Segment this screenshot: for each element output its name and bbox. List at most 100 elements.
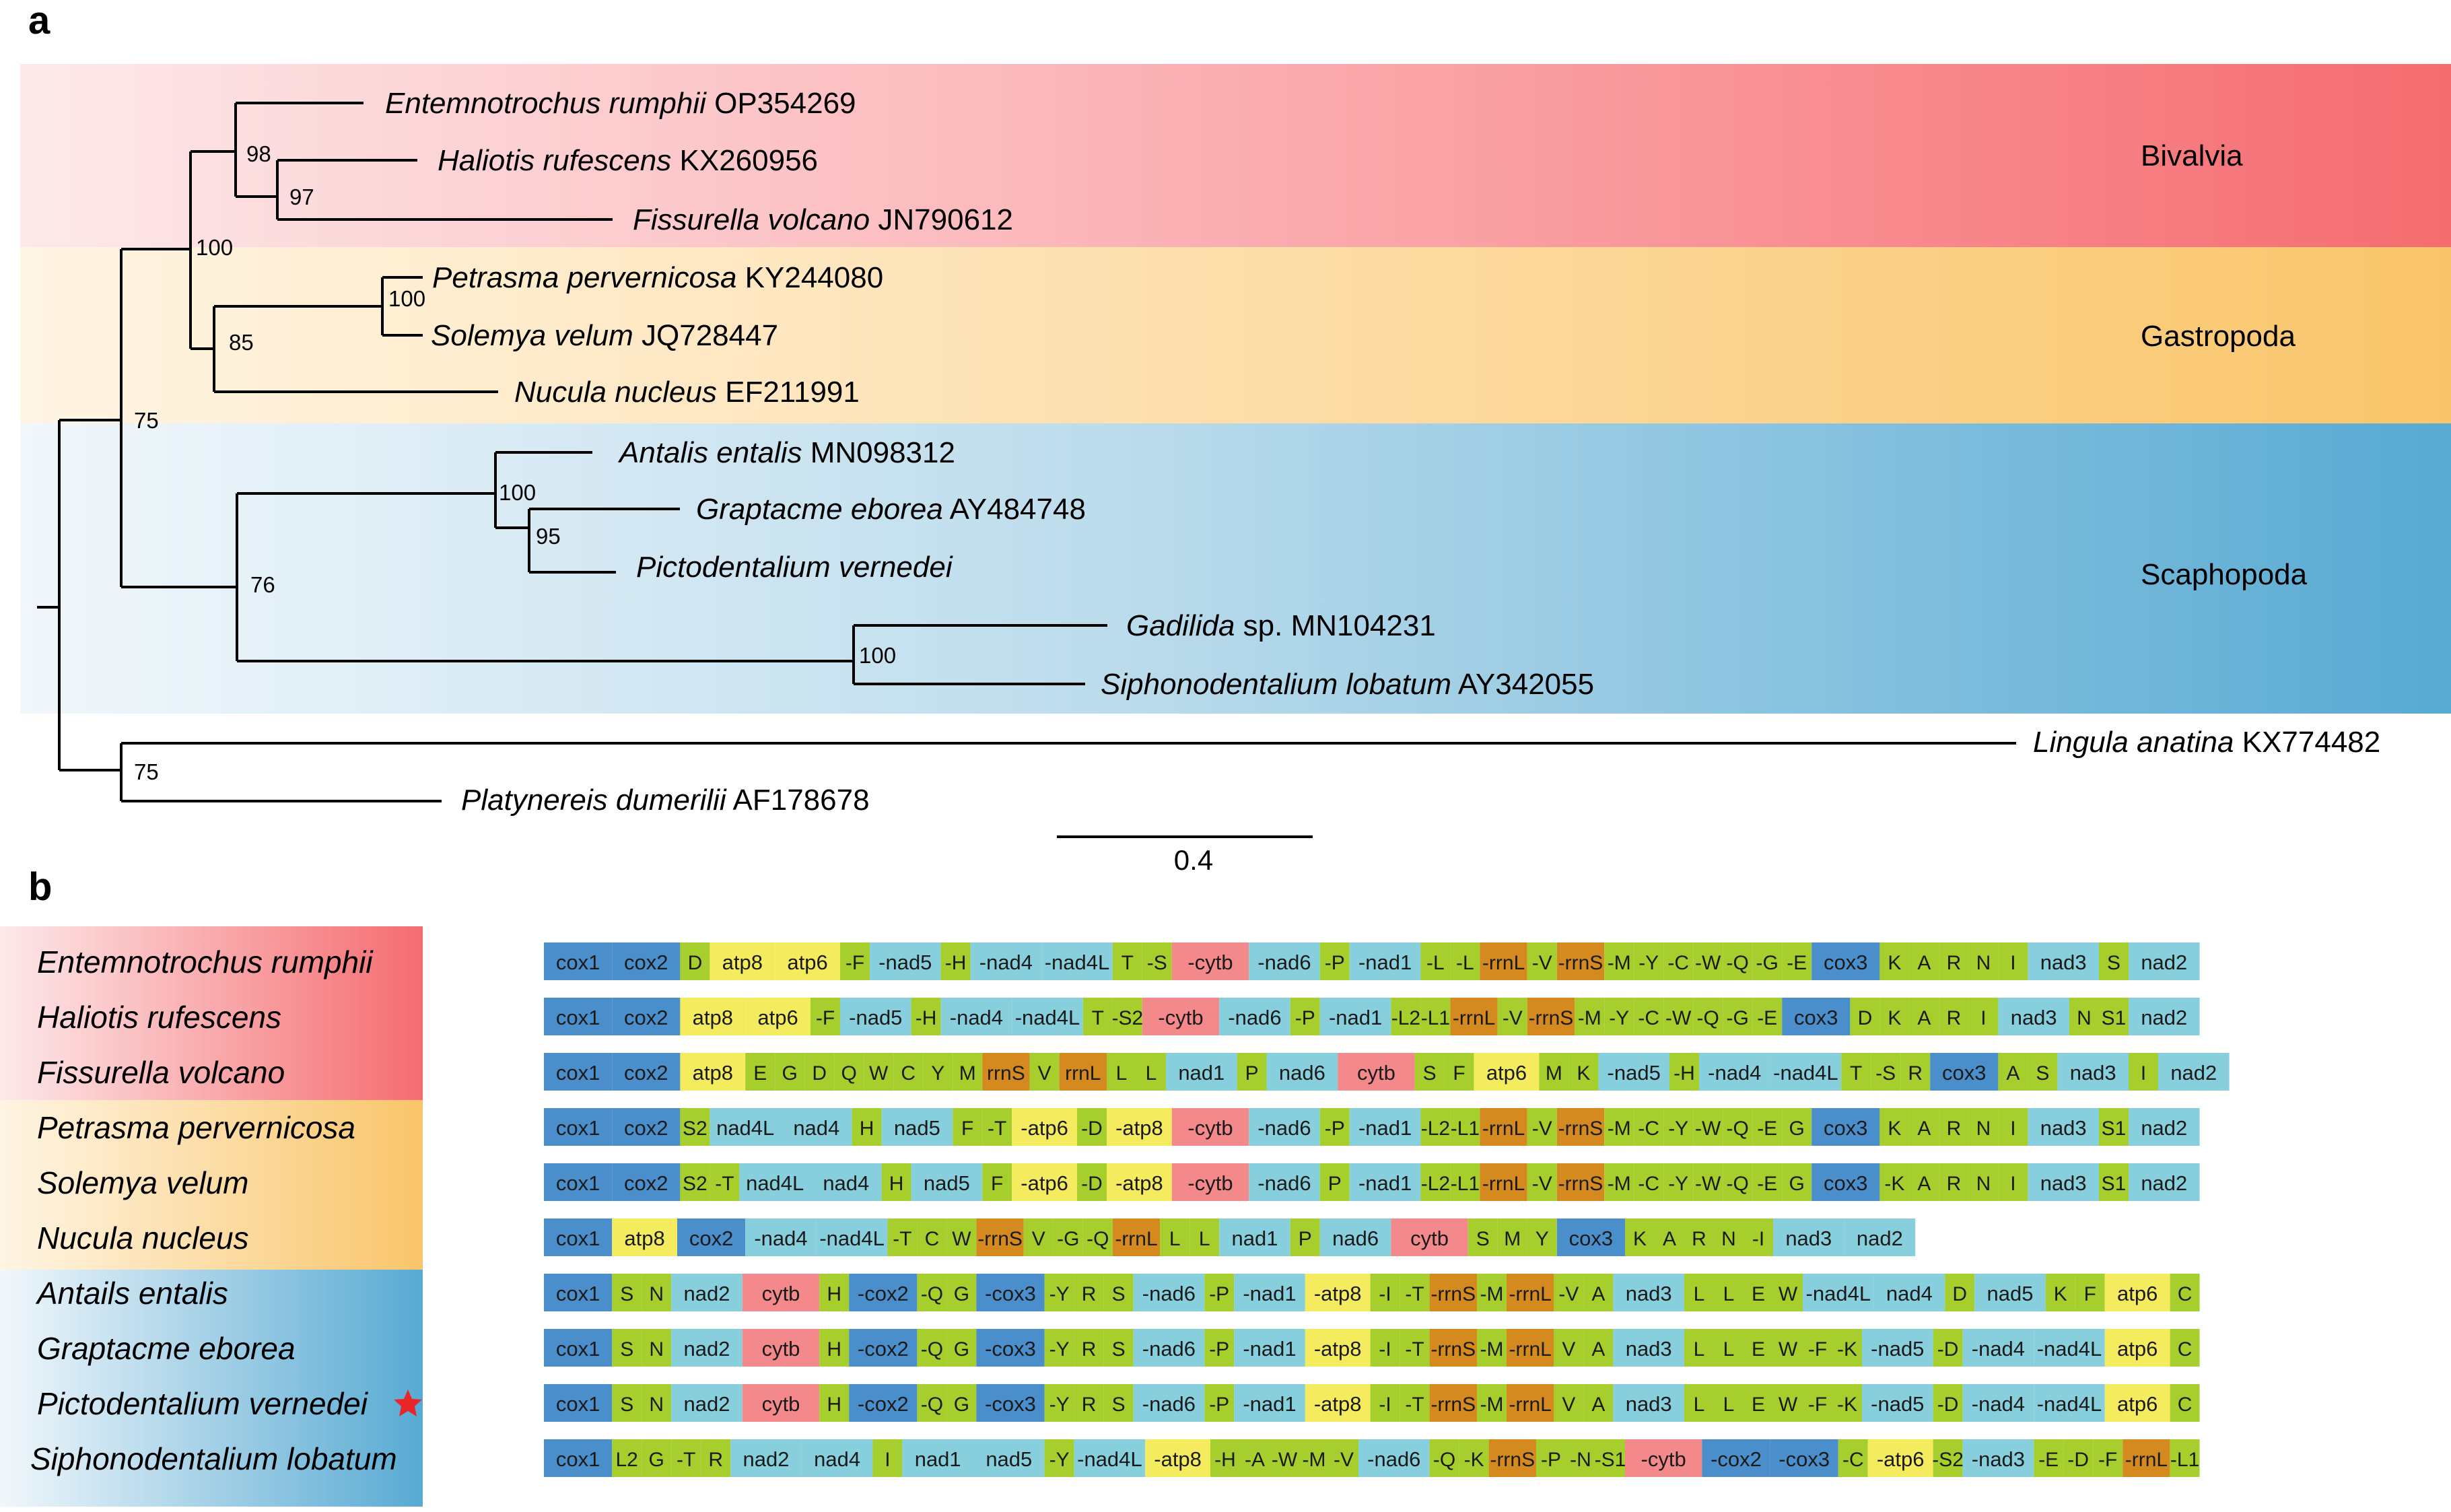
gene-block [1077,1108,1107,1146]
gene-block [810,998,840,1035]
gene-label: nad4L [746,1171,804,1195]
gene-label: -E [1757,1118,1777,1140]
gene-label: cytb [1357,1061,1395,1085]
gene-label: -nad1 [1358,951,1412,974]
gene-label: C [2178,1394,2193,1416]
gene-label: D [812,1062,827,1085]
support-value: 100 [499,480,536,505]
gene-block [1370,1274,1400,1311]
gene-block [1459,1439,1489,1477]
gene-label: R [708,1449,723,1471]
gene-block [881,1108,953,1146]
taxon-labels: Entemnotrochus rumphii OP354269 Haliotis… [385,87,2380,817]
gene-block [1634,1108,1664,1146]
species-name: Pictodentalium vernedei [37,1386,369,1421]
gene-label: T [1121,952,1134,974]
gene-block [1723,998,1753,1035]
gene-block [1429,1439,1459,1477]
gene-block [1044,1384,1074,1422]
gene-label: -rrnL [1115,1228,1157,1250]
gene-label: -W [1665,1007,1692,1029]
gene-label: R [1082,1338,1097,1361]
gene-label: nad4 [793,1116,839,1140]
gene-label: nad2 [2141,951,2187,974]
gene-block [1204,1274,1235,1311]
gene-label: N [1976,1173,1991,1195]
gene-block [1012,1108,1077,1146]
gene-label: Y [1535,1228,1549,1250]
gene-label: -rrnS [1430,1394,1476,1416]
gene-block [1556,1108,1605,1146]
panel-b-label: b [28,865,52,909]
gene-block [710,942,775,980]
gene-block [1744,1274,1773,1311]
gene-block [1773,1274,1803,1311]
gene-block [2034,1384,2105,1422]
gene-label: -C [1667,952,1689,974]
gene-label: -G [1727,1007,1749,1029]
gene-label: -Y [1049,1338,1070,1361]
gene-block [1103,1274,1134,1311]
gene-label: G [782,1062,798,1085]
gene-label: G [954,1283,969,1305]
gene-block [2099,942,2129,980]
gene-label: cox3 [1824,1116,1867,1140]
gene-block [1349,1108,1421,1146]
gene-block [1862,1329,1933,1367]
gene-label: nad3 [1626,1282,1672,1305]
gene-block [1305,1384,1371,1422]
gene-label: -atp8 [1314,1392,1362,1416]
gene-block [2158,1053,2230,1091]
gene-label: -N [1570,1449,1591,1471]
gene-block [1400,1329,1430,1367]
gene-label: R [1908,1062,1923,1085]
gene-label: N [649,1283,664,1305]
taxon-label: Petrasma pervernicosa KY244080 [432,261,883,294]
gene-label: cox3 [1824,1171,1867,1195]
gene-label: -nad4 [1972,1337,2025,1361]
species-name: Siphonodentalium lobatum [30,1441,397,1476]
gene-block [976,1218,1024,1256]
gene-label: -C [1638,1118,1659,1140]
gene-label: A [1917,952,1931,974]
gene-label: L [1116,1062,1128,1085]
gene-block [1400,1274,1430,1311]
gene-label: -I [1752,1228,1764,1250]
clade-label-scaphopoda: Scaphopoda [2141,558,2308,591]
gene-label: V [1562,1394,1575,1416]
gene-block [1598,1053,1669,1091]
taxon-label: Graptacme eborea AY484748 [696,493,1086,526]
gene-block [917,1384,947,1422]
gene-label: -nad1 [1243,1282,1296,1305]
gene-label: R [1082,1394,1097,1416]
gene-block [1189,1218,1220,1256]
gene-label: -nad6 [1228,1006,1281,1029]
gene-block [1358,1439,1430,1477]
gene-block [887,1218,918,1256]
gene-block [1841,1053,1871,1091]
gene-label: -E [1757,1173,1777,1195]
gene-block [1074,1329,1104,1367]
gene-label: W [952,1228,971,1250]
gene-block [1420,998,1451,1035]
gene-label: N [1976,952,1991,974]
gene-block [1939,942,1969,980]
gene-block [1770,1439,1838,1477]
gene-block [1420,1163,1451,1201]
gene-label: -nad1 [1358,1171,1412,1195]
gene-label: Q [841,1062,857,1085]
gene-label: -nad1 [1358,1116,1412,1140]
gene-block [1082,1218,1113,1256]
gene-label: nad1 [915,1447,961,1471]
taxon-label: Haliotis rufescens KX260956 [438,144,818,177]
gene-block [2028,1053,2058,1091]
gene-block [680,998,746,1035]
gene-block [2099,1163,2129,1201]
gene-label: -W [1695,952,1721,974]
gene-label: L [1146,1062,1157,1085]
gene-block [1059,1053,1107,1091]
gene-label: -D [2067,1449,2089,1471]
gene-label: -S [1147,952,1167,974]
gene-block [1527,1218,1557,1256]
gene-label: -D [1937,1338,1959,1361]
